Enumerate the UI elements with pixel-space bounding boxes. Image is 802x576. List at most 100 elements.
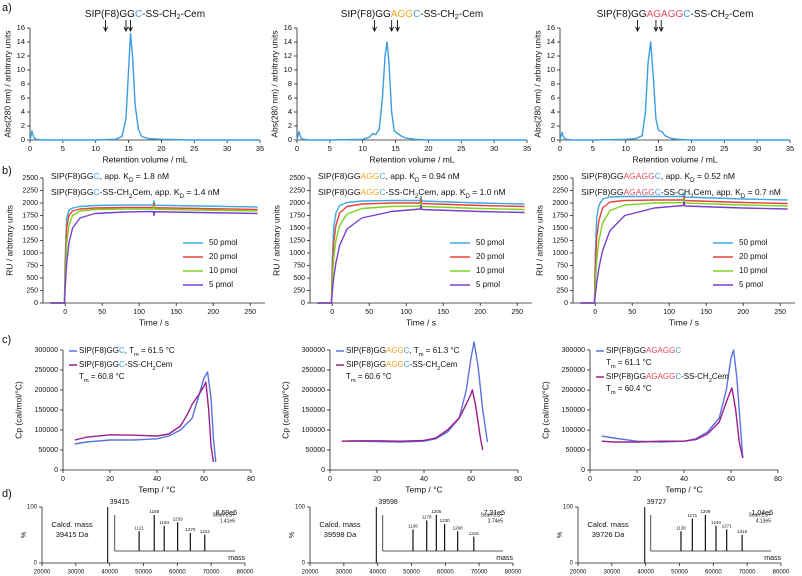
x-axis-title: Time / s: [669, 317, 699, 327]
text-segment: SIP(F8)GG: [581, 187, 624, 197]
text-segment: -Cem: [459, 9, 483, 20]
annotation: SIP(F8)GGAGGC-SS-CH2Cem, app. KD = 1.0 n…: [318, 187, 506, 199]
y-tick-label: 6: [551, 93, 555, 102]
text-segment: C: [379, 187, 385, 197]
y-tick-label: 2000: [552, 200, 568, 207]
text-segment: D: [415, 177, 420, 184]
y-tick-label: 2250: [22, 187, 38, 194]
y-tick-label: 100: [563, 505, 574, 511]
x-tick-label: 10: [359, 144, 367, 153]
y-tick-label: 100000: [302, 427, 325, 434]
x-tick-label: 10: [622, 144, 630, 153]
x-tick-label: 250: [774, 309, 786, 316]
text-segment: D: [466, 193, 471, 200]
y-tick-label: 2500: [289, 175, 305, 182]
legend-label: 5 pmol: [739, 280, 763, 289]
line: [580, 201, 788, 304]
text-segment: D: [741, 193, 746, 200]
y-tick-label: 0: [288, 135, 292, 144]
text-segment: -Cem: [181, 9, 205, 20]
inset-peak-label: 1178: [422, 515, 432, 520]
y-tick-label: 250: [26, 287, 38, 294]
legend-label: SIP(F8)GGAGAGGC-SS-CH2Cem: [606, 372, 729, 383]
arrow: [653, 20, 659, 33]
y-tick-label: 4: [551, 107, 555, 116]
inset-scale: 2.74e5: [488, 518, 504, 524]
y-tick-label: 1000: [22, 250, 38, 257]
text-segment: T: [606, 358, 611, 367]
intensity-label: 1.04e6: [752, 510, 774, 517]
x-tick-label: 60000: [437, 570, 454, 576]
text-segment: = 0.52 nM: [695, 171, 735, 181]
y-axis-title: Cp (cal/mol/°C): [280, 381, 290, 439]
legend-label: SIP(F8)GGC, Tm = 61.5 °C: [79, 346, 175, 357]
text-segment: = 0.7 nM: [745, 187, 781, 197]
y-tick-label: 14: [547, 37, 555, 46]
line: [317, 201, 525, 304]
text-segment: m: [611, 390, 616, 396]
text-segment: = 61.3 °C: [424, 346, 460, 355]
calc-mass: Calcd. mass: [51, 520, 93, 529]
inset-peak-label: 1171: [687, 513, 697, 518]
text-segment: C: [655, 187, 661, 197]
legend-label: 50 pmol: [209, 238, 238, 247]
text-segment: -SS-CH: [386, 187, 415, 197]
text-segment: 2: [725, 12, 729, 21]
calc-mass: Calcd. mass: [587, 520, 629, 529]
line: [580, 198, 788, 304]
y-tick-label: 1500: [289, 225, 305, 232]
y-tick-label: 1500: [22, 225, 38, 232]
annotation: SIP(F8)GGAGAGGC-SS-CH2Cem, app. KD = 0.7…: [581, 187, 781, 199]
text-segment: AGG: [361, 187, 380, 197]
x-tick-label: 70000: [739, 570, 756, 576]
x-tick-label: 30000: [67, 570, 84, 576]
text-segment: -SS-CH: [142, 9, 176, 20]
x-tick-label: 35: [786, 144, 794, 153]
x-tick-label: 70000: [203, 570, 220, 576]
peak-label: 39727: [647, 499, 667, 506]
x-tick-label: 150: [170, 309, 182, 316]
line: [50, 204, 258, 304]
x-axis-title: Temp / °C: [405, 484, 442, 494]
legend-label: 20 pmol: [209, 252, 238, 261]
x-tick-label: 5: [591, 144, 595, 153]
chart-title: SIP(F8)GGC-SS-CH2-Cem: [85, 9, 205, 21]
y-tick-label: 2: [551, 121, 555, 130]
x-tick-label: 5: [61, 144, 65, 153]
inset-peak-label: 1240: [711, 520, 722, 525]
text-segment: AGAGG: [624, 171, 655, 181]
legend-label: 50 pmol: [739, 238, 768, 247]
intensity-label: 7.31e5: [484, 510, 506, 517]
x-tick-label: 50000: [135, 570, 152, 576]
text-segment: C: [675, 346, 681, 355]
inset-peak-label: 1121: [134, 525, 144, 530]
text-segment: , app. K: [386, 171, 416, 181]
inset-peak-label: 1209: [700, 509, 711, 514]
x-tick-label: 0: [593, 309, 597, 316]
y-tick-label: 50000: [39, 447, 59, 454]
x-tick-label: 0: [295, 144, 299, 153]
x-tick-label: 50000: [671, 570, 688, 576]
inset-peak-label: 1206: [431, 509, 442, 514]
text-segment: , app. K: [661, 171, 691, 181]
inset-peak-label: 1194: [159, 520, 169, 525]
y-axis-title: RU / arbitrary units: [4, 205, 14, 276]
y-axis-title: Abs(280 nm) / arbitrary units: [2, 30, 12, 137]
text-segment: D: [180, 193, 185, 200]
y-tick-label: 12: [17, 51, 25, 60]
x-axis-title: Retention volume / mL: [102, 154, 187, 164]
text-segment: SIP(F8)GG: [318, 171, 361, 181]
y-tick-label: 14: [17, 37, 25, 46]
intensity-label: 8.60e6: [216, 510, 238, 517]
y-axis-title: %: [289, 532, 296, 538]
y-tick-label: 200000: [562, 387, 585, 394]
x-axis-title: Retention volume / mL: [632, 154, 717, 164]
y-tick-label: 100: [295, 505, 306, 511]
arrow: [395, 20, 400, 33]
y-tick-label: 0: [34, 300, 38, 307]
y-tick-label: 500: [293, 275, 305, 282]
y-tick-label: 0: [321, 467, 325, 474]
y-axis-title: Abs(280 nm) / arbitrary units: [269, 30, 279, 137]
x-tick-label: 40: [420, 476, 428, 483]
